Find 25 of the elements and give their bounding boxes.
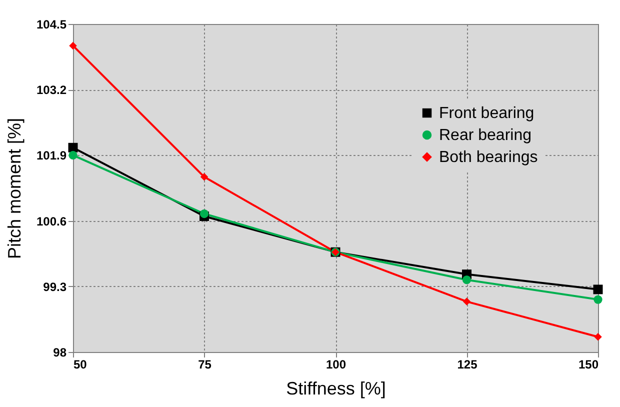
y-tick-label: 100.6 (36, 214, 67, 228)
y-tick-label: 103.2 (36, 83, 67, 98)
y-axis-title: Pitch moment [%] (4, 118, 24, 260)
legend-label: Front bearing (439, 105, 534, 122)
x-tick-label: 125 (457, 358, 478, 372)
x-tick-label: 50 (74, 358, 88, 372)
point (68, 150, 78, 160)
point (462, 298, 471, 306)
point (462, 276, 472, 284)
y-tick-label: 98 (53, 346, 67, 360)
y-tick-label: 99.3 (43, 280, 67, 294)
point (593, 284, 603, 294)
point (69, 42, 77, 50)
y-tick-label: 101.9 (36, 148, 67, 163)
y-tick-label: 104.5 (36, 18, 67, 32)
x-tick-label: 150 (578, 358, 599, 372)
legend-label: Both bearings (439, 149, 538, 166)
point (200, 173, 208, 181)
point (200, 209, 209, 218)
point (594, 295, 602, 304)
legend-label: Rear bearing (439, 127, 532, 144)
x-tick-label: 75 (198, 358, 212, 372)
x-tick-label: 100 (326, 358, 346, 372)
point (594, 332, 602, 341)
x-axis-title: Stiffness [%] (286, 378, 386, 398)
